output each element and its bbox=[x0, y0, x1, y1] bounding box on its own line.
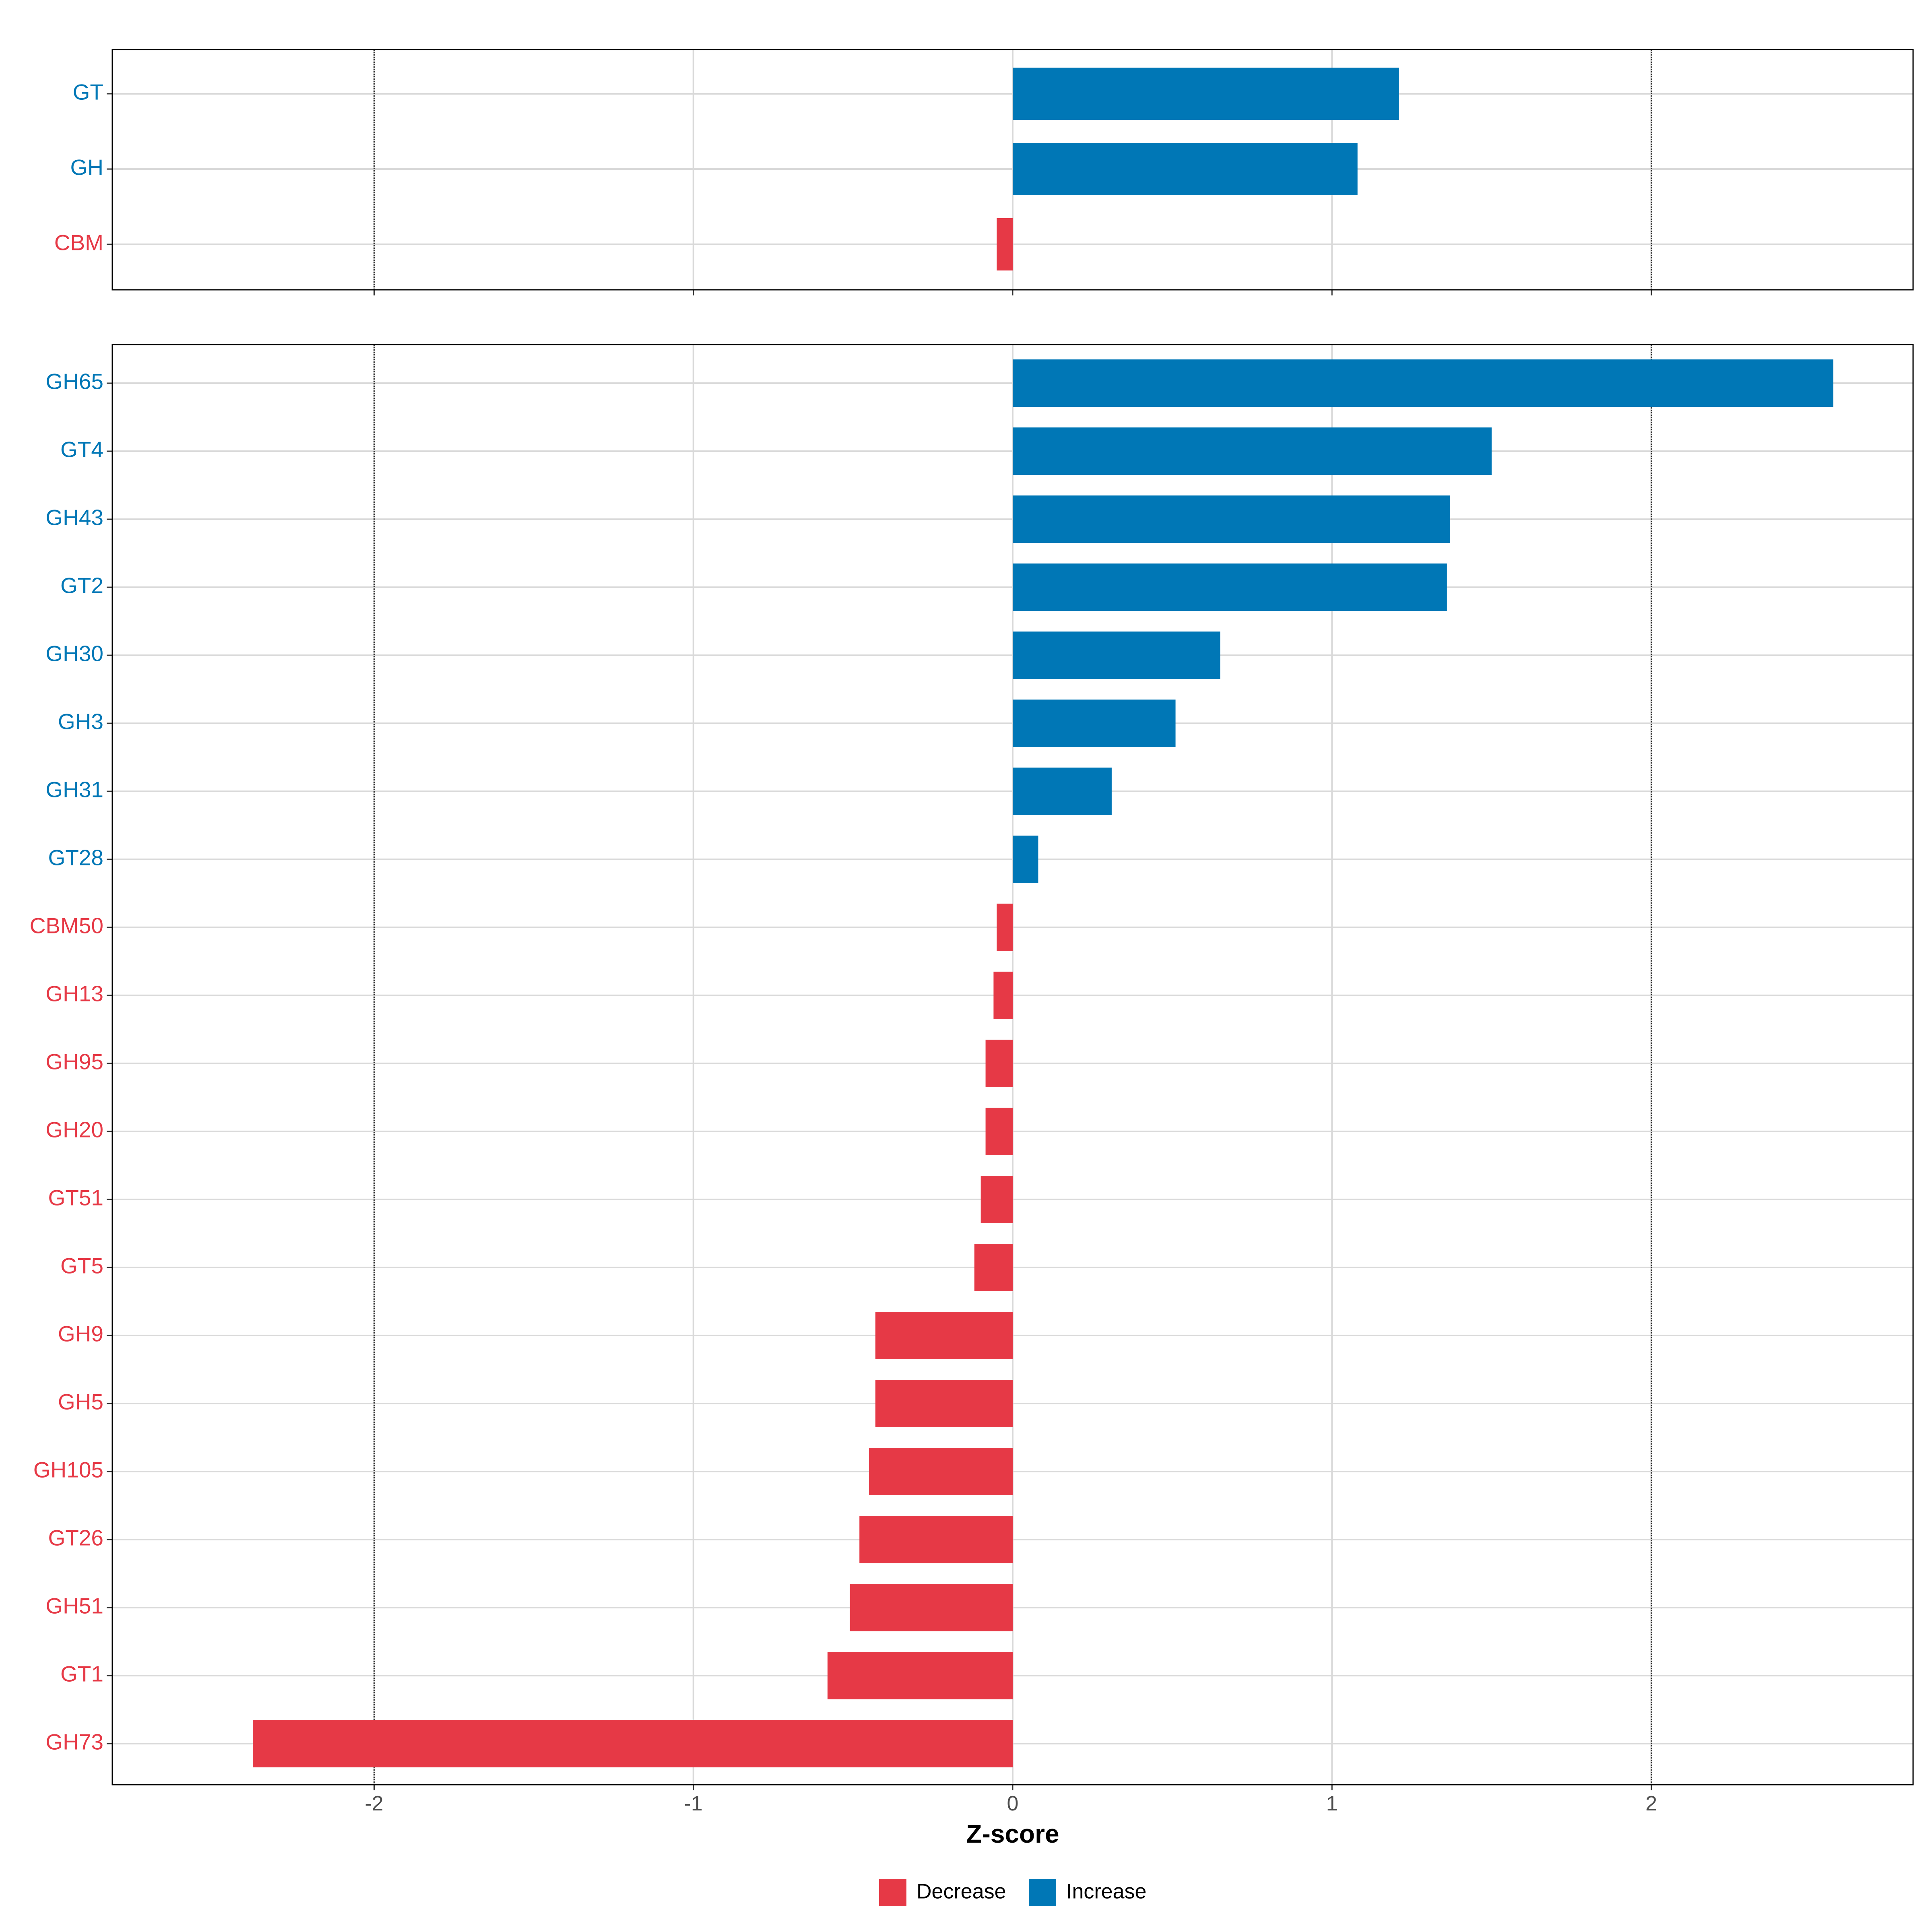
y-tick-label: GH9 bbox=[58, 1321, 103, 1346]
y-tick-label: GH5 bbox=[58, 1389, 103, 1414]
x-axis-title: Z-score bbox=[966, 1819, 1059, 1848]
bar-gh bbox=[1013, 143, 1358, 195]
bar-gt4 bbox=[1013, 427, 1492, 475]
y-tick-label: GT4 bbox=[60, 437, 103, 462]
bar-gt1 bbox=[827, 1652, 1013, 1699]
y-tick-label: GH65 bbox=[45, 369, 103, 394]
y-tick-label: GH73 bbox=[45, 1730, 103, 1754]
y-tick-label: GH20 bbox=[45, 1117, 103, 1142]
y-tick-label: GH30 bbox=[45, 641, 103, 666]
legend-label-increase: Increase bbox=[1066, 1880, 1146, 1903]
legend-swatch-increase bbox=[1029, 1879, 1056, 1906]
legend-label-decrease: Decrease bbox=[916, 1880, 1006, 1903]
x-tick-label: -2 bbox=[365, 1792, 383, 1815]
bar-gt2 bbox=[1013, 564, 1447, 611]
y-tick-label: GH13 bbox=[45, 981, 103, 1006]
y-tick-label: GH105 bbox=[33, 1457, 103, 1482]
y-tick-label: GT51 bbox=[48, 1185, 103, 1210]
y-tick-label: GH31 bbox=[45, 777, 103, 802]
bar-gh65 bbox=[1013, 359, 1833, 407]
bar-gt26 bbox=[859, 1516, 1013, 1563]
bar-gh20 bbox=[985, 1108, 1013, 1155]
legend: Decrease Increase bbox=[879, 1879, 1146, 1906]
panel-border bbox=[111, 49, 1914, 291]
y-tick-label: GT28 bbox=[48, 845, 103, 870]
y-tick-label: GH51 bbox=[45, 1593, 103, 1618]
y-tick-label: GT5 bbox=[60, 1253, 103, 1278]
bar-gh105 bbox=[869, 1448, 1013, 1495]
bar-gh9 bbox=[875, 1312, 1013, 1359]
y-tick-label: GT26 bbox=[48, 1525, 103, 1550]
bar-gt5 bbox=[974, 1244, 1013, 1291]
bottom-panel: GH65 GT4 GH43 GT2 GH30 GH3 GH31 GT28 CBM50 GH13 GH… bbox=[30, 344, 1914, 1790]
y-tick-label: GT bbox=[73, 80, 103, 105]
bar-gh13 bbox=[993, 972, 1013, 1019]
bar-cbm bbox=[997, 218, 1013, 270]
y-tick-label: GT1 bbox=[60, 1662, 103, 1686]
bar-gh43 bbox=[1013, 495, 1450, 543]
bar-gt bbox=[1013, 68, 1399, 120]
bar-gh5 bbox=[875, 1380, 1013, 1427]
bar-gt28 bbox=[1013, 836, 1038, 883]
bar-gh3 bbox=[1013, 700, 1176, 747]
bar-gt51 bbox=[980, 1176, 1013, 1223]
x-tick-label: -1 bbox=[684, 1792, 703, 1815]
bar-cbm50 bbox=[997, 904, 1013, 951]
panel-border bbox=[111, 344, 1914, 1785]
y-tick-label: GT2 bbox=[60, 573, 103, 598]
y-tick-label: GH bbox=[70, 155, 104, 180]
x-axis: -2 -1 0 1 2 bbox=[365, 1792, 1657, 1815]
x-tick-label: 1 bbox=[1326, 1792, 1338, 1815]
y-tick-label: GH95 bbox=[45, 1049, 103, 1074]
legend-swatch-decrease bbox=[879, 1879, 906, 1906]
top-panel: GT GH CBM bbox=[54, 49, 1914, 295]
bar-gh51 bbox=[850, 1584, 1013, 1631]
bar-gh30 bbox=[1013, 632, 1220, 679]
bar-gh31 bbox=[1013, 768, 1112, 815]
y-tick-label: GH43 bbox=[45, 505, 103, 530]
bar-gh95 bbox=[985, 1040, 1013, 1087]
y-tick-label: GH3 bbox=[58, 709, 103, 734]
y-tick-label: CBM bbox=[54, 230, 103, 255]
x-tick-label: 0 bbox=[1007, 1792, 1019, 1815]
y-tick-label: CBM50 bbox=[30, 913, 103, 938]
bar-gh73 bbox=[253, 1720, 1013, 1767]
x-tick-label: 2 bbox=[1645, 1792, 1657, 1815]
